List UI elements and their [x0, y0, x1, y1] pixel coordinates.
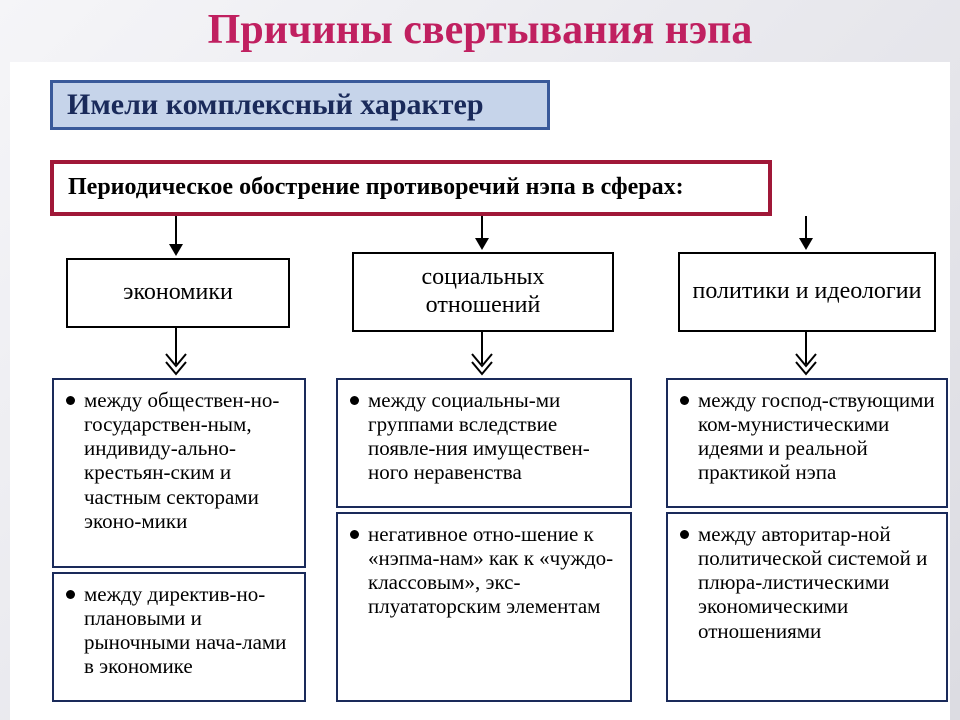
- banner-box: Периодическое обострение противоречий нэ…: [50, 160, 772, 216]
- category-label: социальных отношений: [364, 264, 602, 319]
- bullet: между обществен-но-государствен-ным, инд…: [64, 388, 296, 533]
- detail-social-a: между социальны-ми группами вследствие п…: [336, 378, 632, 508]
- slide-title: Причины свертывания нэпа: [0, 6, 960, 54]
- category-economics: экономики: [66, 258, 290, 328]
- bullet: негативное отно-шение к «нэпма-нам» как …: [348, 522, 622, 619]
- detail-pol-a: между господ-ствующими ком-мунистическим…: [666, 378, 948, 508]
- category-politics: политики и идеологии: [678, 252, 936, 332]
- subtitle-text: Имели комплексный характер: [67, 88, 484, 123]
- detail-econ-a: между обществен-но-государствен-ным, инд…: [52, 378, 306, 568]
- bullet: между авторитар-ной политической системо…: [678, 522, 938, 643]
- bullet: между директив-но-плановыми и рыночными …: [64, 582, 296, 679]
- bullet: между господ-ствующими ком-мунистическим…: [678, 388, 938, 485]
- detail-econ-b: между директив-но-плановыми и рыночными …: [52, 572, 306, 702]
- content-area: Имели комплексный характер Периодическое…: [10, 62, 950, 720]
- category-social: социальных отношений: [352, 252, 614, 332]
- bullet: между социальны-ми группами вследствие п…: [348, 388, 622, 485]
- category-label: экономики: [123, 279, 233, 307]
- category-label: политики и идеологии: [693, 278, 922, 306]
- banner-text: Периодическое обострение противоречий нэ…: [68, 174, 684, 202]
- detail-pol-b: между авторитар-ной политической системо…: [666, 512, 948, 702]
- slide: Причины свертывания нэпа Имели комплексн…: [0, 0, 960, 720]
- subtitle-box: Имели комплексный характер: [50, 80, 550, 130]
- detail-social-b: негативное отно-шение к «нэпма-нам» как …: [336, 512, 632, 702]
